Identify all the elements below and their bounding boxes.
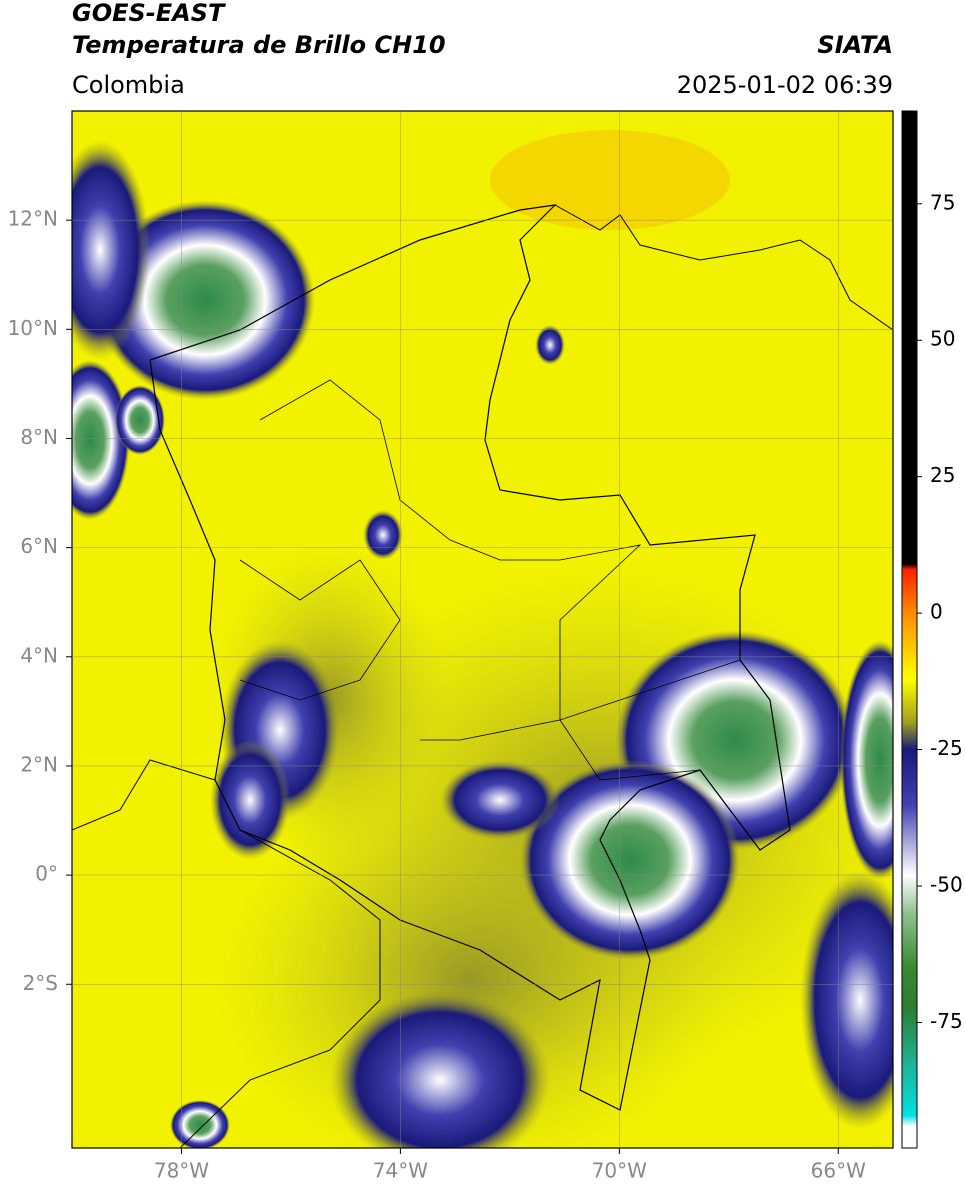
x-tick-label: 66°W [811,1159,866,1183]
y-tick-label: 4°N [20,643,58,667]
y-tick-label: 2°N [20,752,58,776]
y-tick-label: 10°N [8,316,58,340]
y-tick-label: 6°N [20,534,58,558]
y-tick-label: 0° [35,862,58,886]
x-tick-label: 78°W [154,1159,209,1183]
colorbar-tick-label: -75 [930,1009,963,1033]
colorbar-tick-label: 75 [930,190,955,214]
y-tick-label: 12°N [8,207,58,231]
datetime: 2025-01-02 06:39 [677,71,893,99]
y-tick-label: 8°N [20,425,58,449]
colorbar-tick-label: -25 [930,736,963,760]
colorbar [901,110,918,1149]
x-tick-label: 74°W [373,1159,428,1183]
colorbar-tick-label: 0 [930,600,943,624]
map-frame [71,110,894,1149]
colorbar-tick-label: 25 [930,463,955,487]
y-tick-label: 2°S [23,971,58,995]
colorbar-tick-label: -50 [930,873,963,897]
colorbar-tick-label: 50 [930,327,955,351]
x-tick-label: 70°W [592,1159,647,1183]
subtitle: Temperatura de Brillo CH10 [72,31,446,59]
region: Colombia [72,71,185,99]
satellite-image [72,111,893,1148]
source: SIATA [817,31,893,59]
title: GOES-EAST [72,0,226,27]
